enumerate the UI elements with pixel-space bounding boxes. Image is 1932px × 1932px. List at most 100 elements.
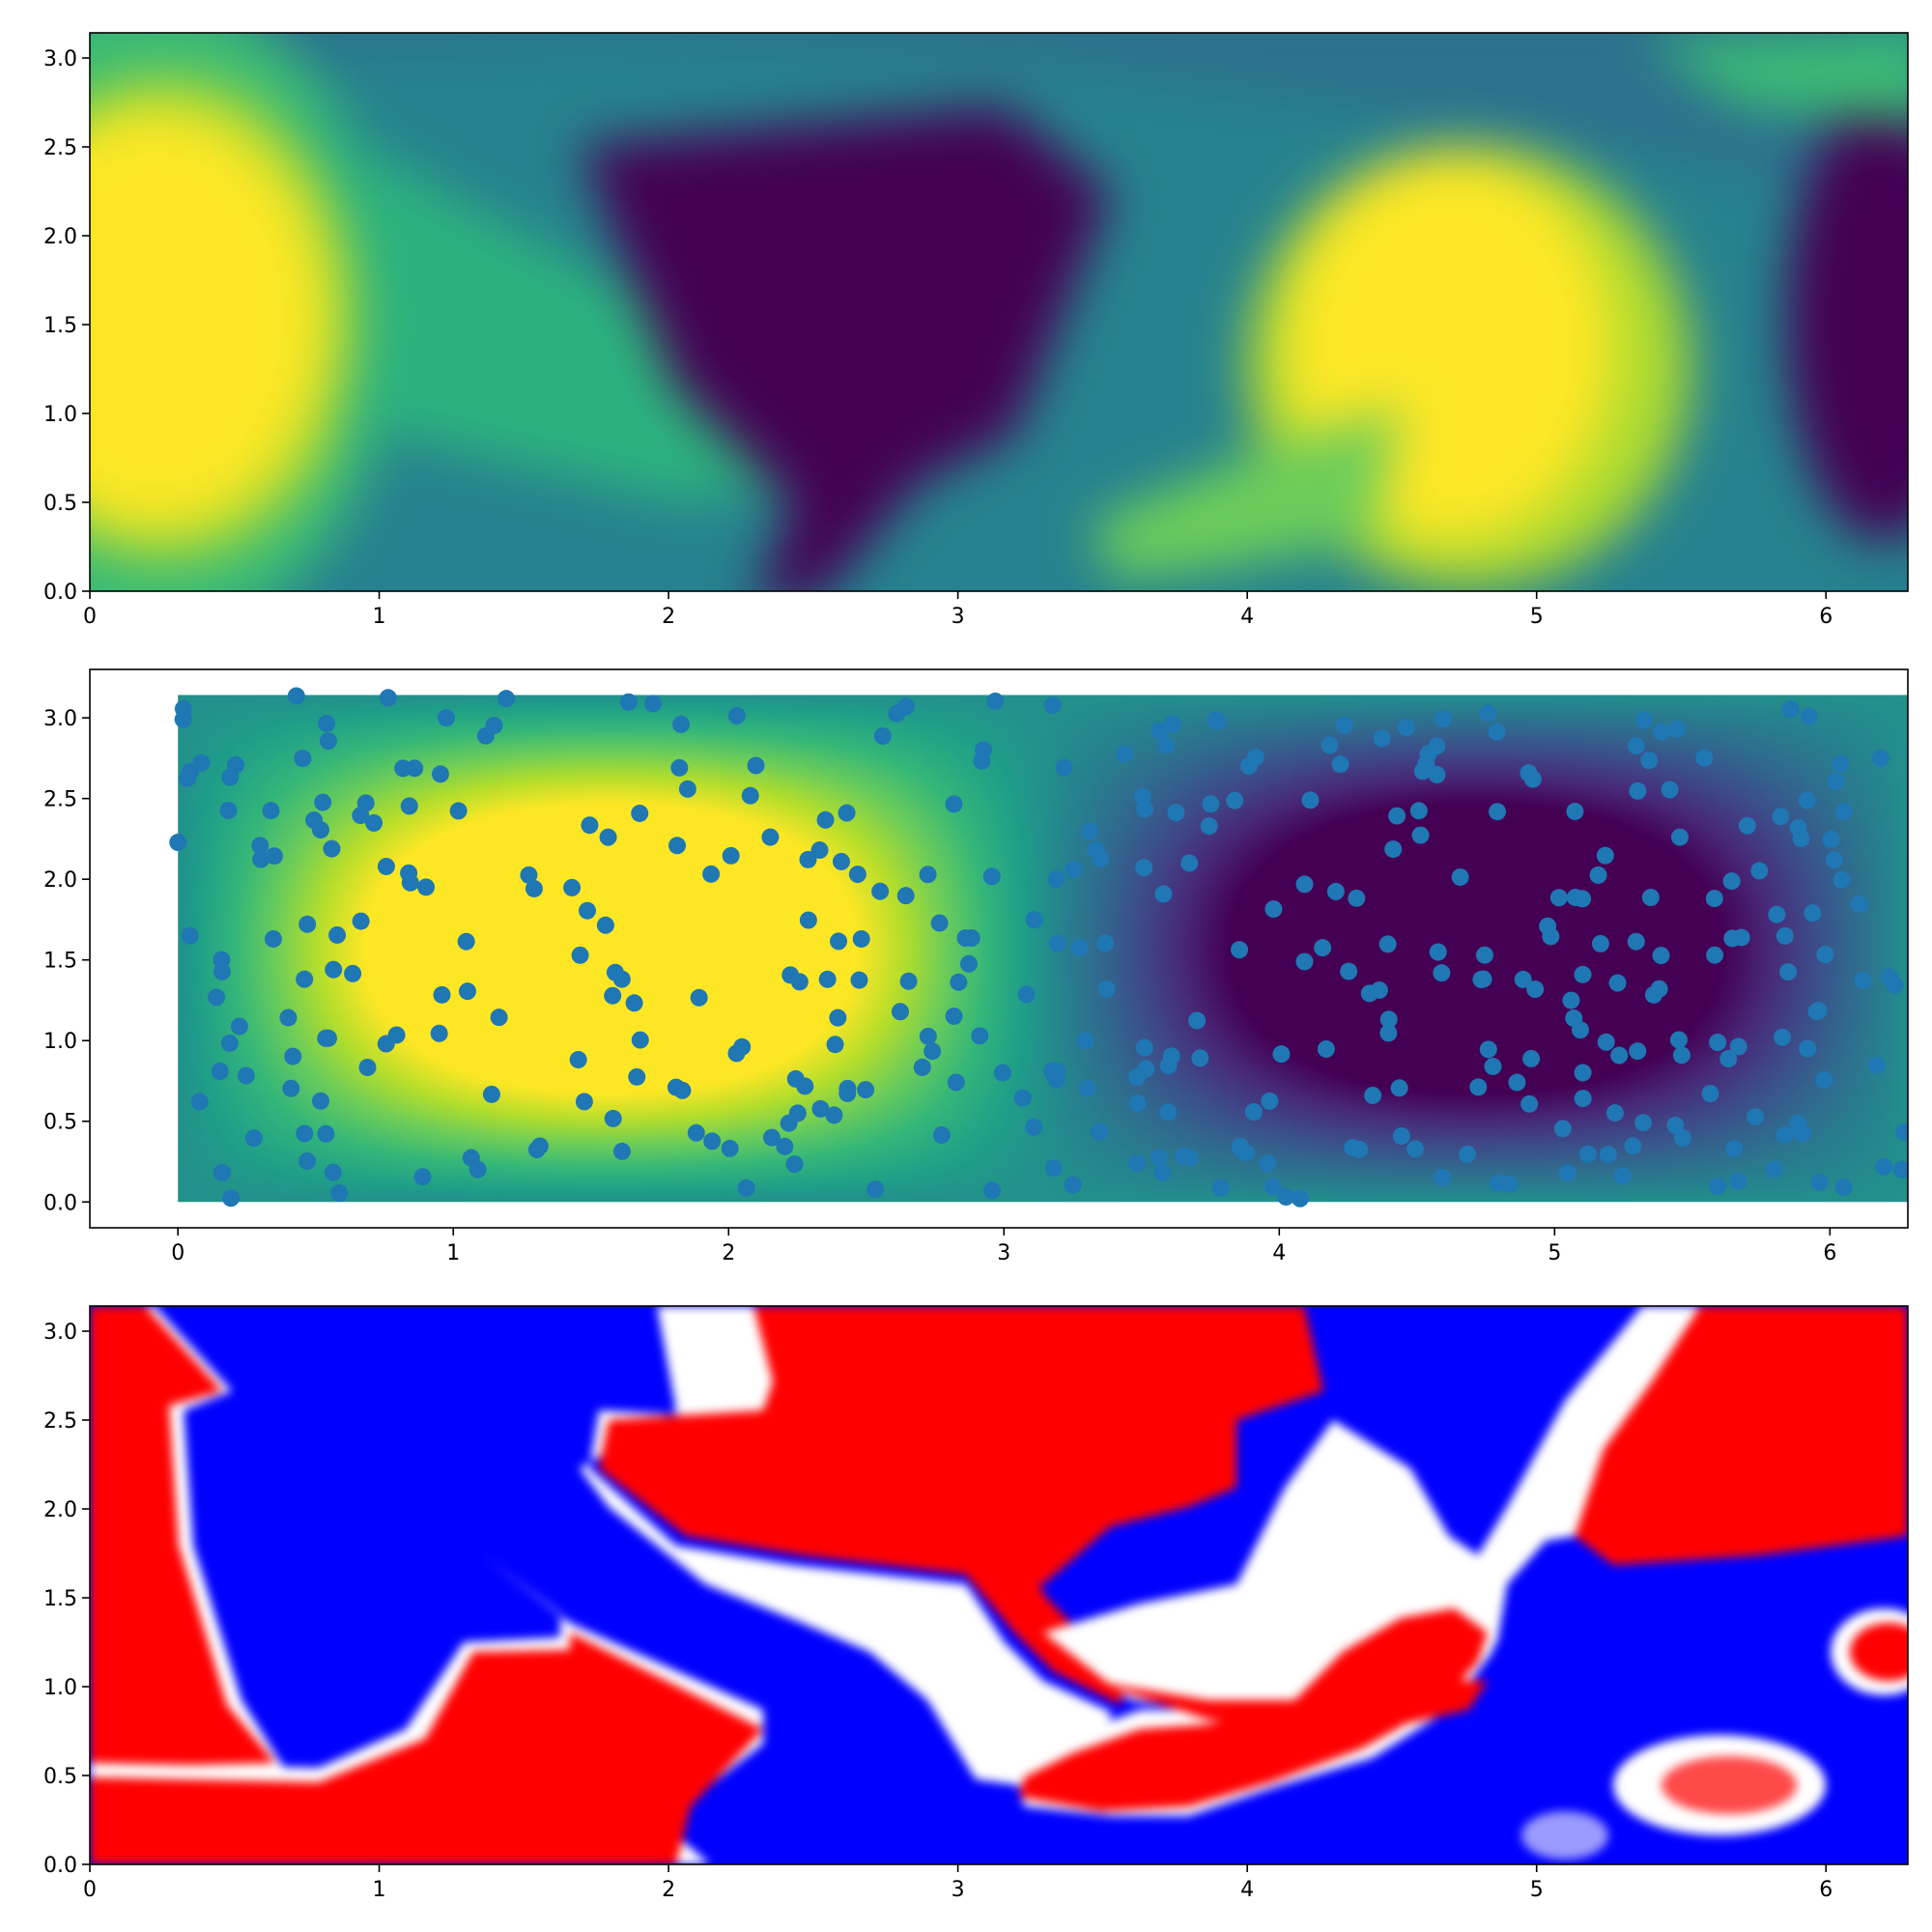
scatter-point [1549,889,1568,907]
scatter-point [612,970,631,988]
scatter-point [174,699,192,718]
scatter-point [1613,1167,1632,1185]
scatter-point [287,687,305,705]
scatter-point [983,1181,1002,1200]
scatter-point [993,1064,1011,1082]
scatter-point [430,1024,448,1042]
ticks-top: 0 1 2 3 4 5 6 0.0 0.5 1.0 1.5 2.0 2.5 3.0 [43,47,1833,629]
scatter-point [1719,1050,1738,1068]
scatter-point [1653,723,1671,741]
scatter-point [1854,971,1872,989]
scatter-point [923,1042,942,1061]
scatter-point [1350,1140,1369,1158]
scatter-point [1153,1163,1172,1181]
scatter-point [394,759,412,778]
scatter-point [1127,1154,1146,1173]
scatter-point [1078,1079,1096,1097]
scatter-point [1722,872,1741,891]
scatter-point [670,758,689,777]
scatter-point [1634,1114,1653,1132]
scatter-point [211,1063,229,1081]
scatter-point [251,837,270,855]
x-tick-label: 0 [83,1878,97,1902]
y-tick-label: 1.5 [43,1587,77,1611]
scatter-point [919,1027,937,1045]
scatter-point [1261,1092,1279,1110]
scatter-point [747,756,765,775]
scatter-point [1850,895,1868,913]
scatter-point [1314,939,1332,957]
scatter-point [1428,765,1446,783]
scatter-point [1672,1046,1690,1065]
scatter-point [482,1085,500,1103]
scatter-point [1597,1033,1615,1051]
scatter-point [497,690,516,708]
scatter-point [1520,764,1538,782]
scatter-point [1514,970,1532,988]
scatter-point [1135,859,1153,877]
scatter-point [1264,1178,1283,1196]
y-tick-label: 0.0 [43,1191,77,1215]
scatter-point [1379,1024,1398,1042]
scatter-point [1259,1154,1277,1173]
scatter-point [1825,851,1843,869]
scatter-point [569,1050,587,1068]
scatter-point [356,794,375,812]
axes-frame-middle [89,668,1909,1229]
scatter-point [1705,890,1723,908]
scatter-point [305,811,324,830]
y-tick-label: 2.5 [43,136,77,160]
scatter-point [950,973,968,991]
scatter-point [785,1155,804,1174]
scatter-point [1729,1172,1747,1190]
scatter-point [1781,700,1800,719]
scatter-point [169,834,187,852]
scatter-point [631,804,649,822]
scatter-point [1520,1094,1539,1113]
scatter-point [687,1123,705,1142]
scatter-point [871,882,890,900]
scatter-point [571,946,589,964]
scatter-point [1128,1068,1147,1087]
scatter-point [1867,1056,1886,1074]
scatter-point [190,1093,209,1111]
scatter-point [1661,781,1679,799]
scatter-point [1566,889,1584,907]
scatter-point [1488,723,1506,741]
scatter-point [690,988,708,1007]
scatter-point [1746,1108,1764,1126]
scatter-point [400,797,418,815]
scatter-point [678,780,696,798]
scatter-point [437,709,455,727]
scatter-point [1666,1116,1685,1134]
y-tick-label: 1.0 [43,1676,77,1700]
x-tick-label: 5 [1548,1241,1561,1265]
panel-middle: 0 1 2 3 4 5 6 0.0 0.5 1.0 1.5 2.0 2.5 3.0 [43,668,1909,1265]
scatter-point [919,866,937,884]
scatter-point [848,866,867,884]
y-tick-label: 0.5 [43,1765,77,1789]
scatter-point [1768,905,1786,923]
scatter-point [220,1034,239,1052]
scatter-point [1629,781,1647,800]
scatter-point [1566,803,1584,821]
scatter-point [1725,1140,1744,1158]
scatter-point [1765,1160,1783,1179]
scatter-point [311,1092,329,1110]
scatter-point [811,1099,830,1118]
scatter-point [476,726,495,745]
scatter-point [838,804,856,822]
scatter-point [1159,1103,1178,1122]
x-tick-label: 4 [1272,1241,1286,1265]
scatter-point [1479,704,1497,723]
scatter-point [1489,803,1507,821]
scatter-point [825,1106,843,1124]
scatter-point [1833,870,1851,889]
x-tick-label: 3 [997,1241,1010,1265]
scatter-point [1558,1164,1577,1182]
scatter-point [1706,946,1724,964]
scatter-point [1025,1118,1043,1136]
scatter-point [1892,1160,1908,1179]
heatmap-top [90,33,1908,591]
scatter-point [1379,1010,1398,1029]
